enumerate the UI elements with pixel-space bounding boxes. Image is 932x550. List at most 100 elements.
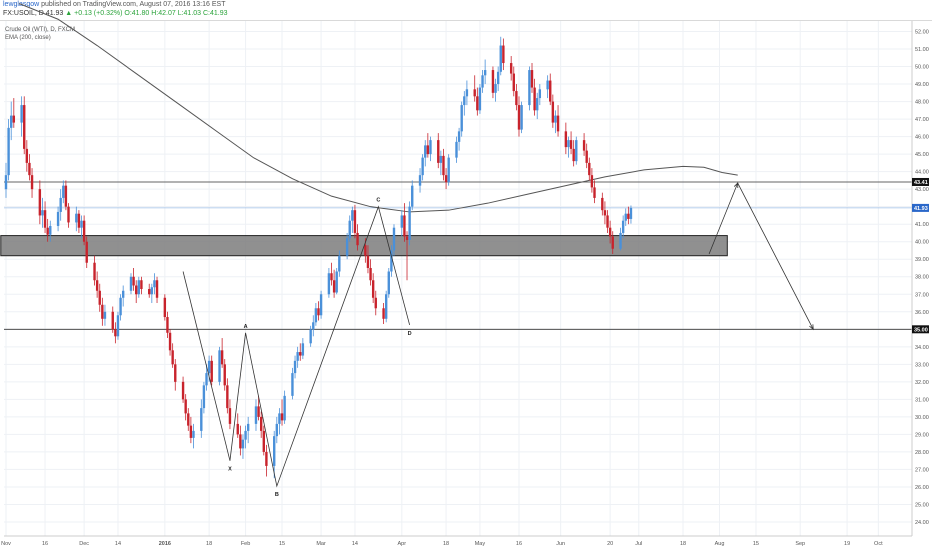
candle-up bbox=[351, 210, 354, 221]
candle-up bbox=[463, 96, 466, 106]
candle-up bbox=[119, 297, 122, 316]
candle-up bbox=[246, 423, 250, 431]
horizontal-lines bbox=[4, 181, 912, 330]
candle-down bbox=[590, 175, 594, 188]
candle-up bbox=[483, 70, 487, 76]
candle-down bbox=[530, 70, 534, 88]
candle-up bbox=[575, 140, 578, 162]
candle-up bbox=[205, 373, 208, 386]
candle-down bbox=[184, 399, 187, 414]
pattern-point-label: B bbox=[275, 492, 279, 498]
y-tick-label: 32.00 bbox=[915, 380, 929, 386]
candle-down bbox=[174, 364, 177, 382]
candle-up bbox=[103, 311, 107, 319]
candle-up bbox=[153, 280, 156, 288]
candle-down bbox=[601, 197, 604, 211]
y-tick-label: 48.00 bbox=[915, 100, 929, 106]
price-change: ▲ +0.13 (+0.32%) bbox=[65, 10, 123, 17]
y-tick-label: 24.00 bbox=[915, 520, 929, 526]
candle-down bbox=[257, 406, 260, 417]
candle-up bbox=[520, 105, 523, 130]
candle-up bbox=[207, 360, 211, 374]
candle-down bbox=[259, 416, 263, 431]
candle-up bbox=[481, 75, 484, 88]
y-tick-label: 47.00 bbox=[915, 117, 929, 123]
candle-up bbox=[457, 131, 461, 142]
candle-up bbox=[335, 271, 338, 293]
candles bbox=[4, 36, 633, 479]
candle-down bbox=[148, 289, 151, 295]
candle-up bbox=[499, 45, 502, 72]
price-badge-label: 35.00 bbox=[914, 327, 928, 333]
ema-200-line bbox=[18, 3, 738, 213]
y-tick-label: 33.00 bbox=[915, 362, 929, 368]
x-tick-label: 14 bbox=[115, 541, 121, 547]
candle-up bbox=[465, 89, 469, 97]
candle-down bbox=[38, 189, 42, 216]
candle-down bbox=[114, 329, 117, 337]
candle-down bbox=[85, 241, 88, 263]
candle-down bbox=[356, 232, 359, 246]
candle-down bbox=[187, 413, 190, 426]
candle-up bbox=[116, 315, 120, 337]
candle-down bbox=[181, 381, 185, 400]
candle-down bbox=[533, 87, 536, 111]
pattern-point-label: D bbox=[408, 331, 412, 337]
candle-up bbox=[392, 227, 396, 251]
candle-up bbox=[536, 98, 539, 111]
candle-up bbox=[345, 238, 349, 256]
y-tick-label: 41.00 bbox=[915, 222, 929, 228]
candle-down bbox=[67, 206, 70, 223]
candle-down bbox=[491, 70, 495, 93]
x-tick-label: 16 bbox=[42, 541, 48, 547]
candle-down bbox=[132, 276, 135, 286]
x-tick-label: Aug bbox=[715, 541, 725, 547]
x-tick-label: 15 bbox=[753, 541, 759, 547]
y-tick-label: 50.00 bbox=[915, 65, 929, 71]
candle-up bbox=[621, 220, 625, 233]
candle-down bbox=[611, 236, 614, 249]
candle-up bbox=[424, 145, 427, 158]
candle-down bbox=[332, 280, 336, 293]
candle-down bbox=[28, 162, 31, 176]
candle-down bbox=[77, 213, 81, 228]
candle-down bbox=[25, 148, 29, 163]
candle-up bbox=[408, 206, 411, 240]
candle-down bbox=[426, 145, 430, 155]
pattern-helper-line bbox=[182, 271, 231, 461]
candle-up bbox=[192, 430, 195, 438]
candle-up bbox=[129, 276, 133, 291]
candle-down bbox=[46, 227, 49, 235]
candle-down bbox=[437, 140, 440, 163]
y-tick-label: 49.00 bbox=[915, 82, 929, 88]
candle-down bbox=[569, 140, 573, 149]
candle-up bbox=[496, 71, 500, 85]
candle-down bbox=[171, 350, 174, 365]
candle-up bbox=[283, 395, 286, 421]
candle-down bbox=[155, 280, 159, 298]
candle-down bbox=[93, 262, 96, 281]
candle-up bbox=[460, 105, 463, 132]
y-tick-label: 39.00 bbox=[915, 257, 929, 263]
y-tick-label: 26.00 bbox=[915, 485, 929, 491]
x-tick-label: 18 bbox=[680, 541, 686, 547]
candle-up bbox=[400, 215, 404, 228]
candle-up bbox=[538, 89, 542, 99]
candle-down bbox=[166, 317, 169, 333]
candle-down bbox=[442, 155, 445, 176]
candle-down bbox=[210, 360, 213, 382]
price-badge bbox=[912, 203, 929, 212]
candle-down bbox=[405, 236, 409, 240]
candle-up bbox=[309, 329, 312, 344]
candle-up bbox=[418, 175, 422, 186]
candle-up bbox=[338, 255, 341, 272]
candle-down bbox=[444, 175, 448, 183]
candle-down bbox=[239, 434, 242, 449]
candle-up bbox=[150, 287, 154, 295]
candle-down bbox=[101, 304, 104, 319]
candle-up bbox=[20, 105, 23, 123]
candle-down bbox=[515, 91, 518, 106]
candle-down bbox=[502, 45, 505, 64]
candle-down bbox=[606, 215, 609, 228]
